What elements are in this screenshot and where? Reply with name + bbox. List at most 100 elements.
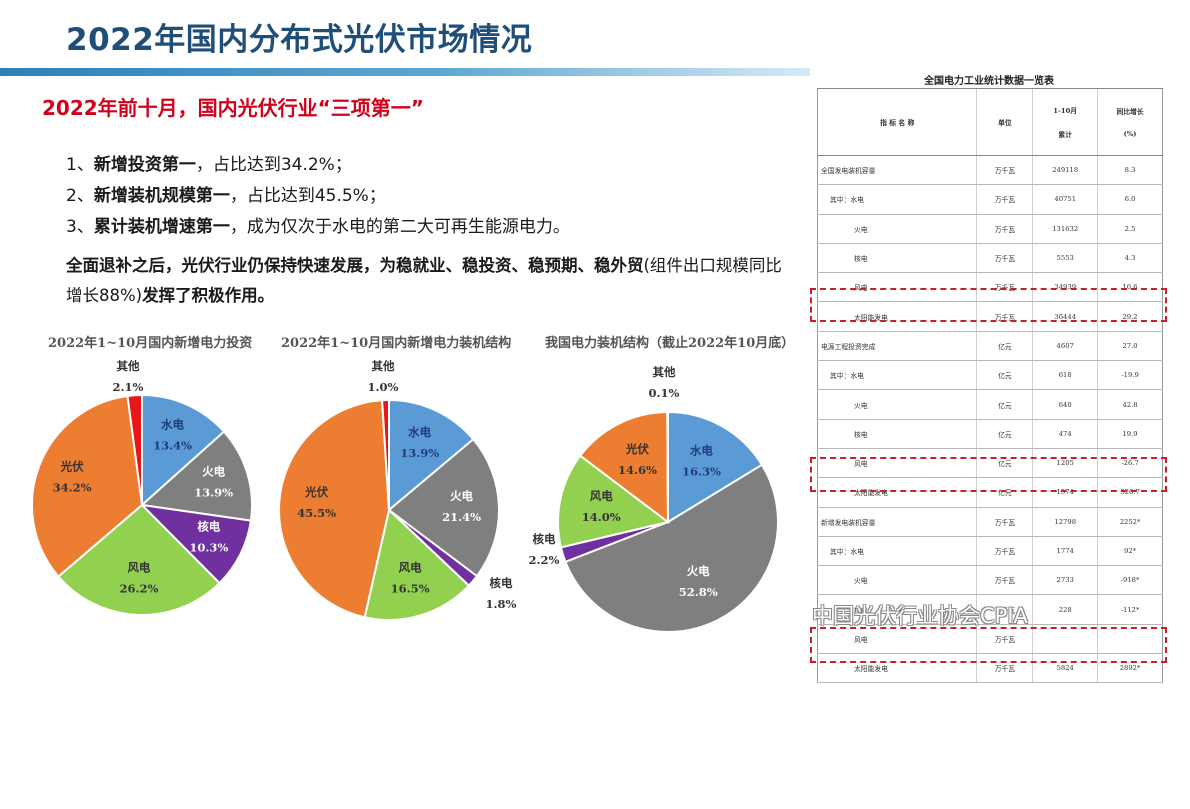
row-name: 新增发电装机容量 (817, 507, 977, 537)
row-name: 风电 (817, 272, 977, 303)
pie-label-nuclear: 核电 (490, 576, 513, 590)
pie-value-wind: 26.2% (119, 582, 158, 596)
row-unit: 万千瓦 (976, 214, 1033, 244)
row-growth: 326.7 (1097, 477, 1163, 508)
table-row: 核电 亿元 474 19.9 (817, 419, 1163, 449)
row-unit: 万千瓦 (976, 594, 1033, 625)
row-growth: 42.8 (1097, 389, 1163, 420)
paragraph-normal: (组件出口规模同比增长88%) (66, 256, 782, 305)
row-value: 40751 (1032, 184, 1098, 215)
pie-value-wind: 16.5% (391, 581, 430, 595)
row-growth: 16.6 (1097, 272, 1163, 303)
row-name: 全国发电装机容量 (817, 155, 977, 186)
row-growth: 6.0 (1097, 184, 1163, 215)
row-growth: 4.3 (1097, 243, 1163, 274)
table-row: 核电 万千瓦 228 -112* (817, 594, 1163, 625)
item-text: ，成为仅次于水电的第二大可再生能源电力。 (229, 217, 570, 237)
item-number: 3、 (66, 217, 94, 237)
pie-label-hydro: 水电 (161, 418, 184, 432)
header-unit: 单位 (976, 88, 1033, 156)
table-row: 电源工程投资完成 亿元 4607 27.0 (817, 331, 1163, 362)
pie-slice-hydro (388, 398, 475, 513)
row-growth: 2.5 (1097, 214, 1163, 244)
row-growth: 29.2 (1097, 301, 1163, 332)
pie-label-solar: 光伏 (625, 442, 649, 456)
paragraph-bold-end: 发挥了积极作用。 (142, 286, 275, 305)
pie-label-solar: 光伏 (304, 485, 328, 499)
row-value: 2733 (1032, 565, 1098, 596)
table-row: 火电 亿元 640 42.8 (817, 389, 1163, 420)
pie-slice-thermal (387, 437, 500, 578)
pie-value-hydro: 13.9% (400, 446, 439, 460)
row-growth: -918* (1097, 565, 1163, 596)
row-value: 1774 (1032, 536, 1098, 567)
table-row: 火电 万千瓦 2733 -918* (817, 565, 1163, 596)
pie-value-thermal: 21.4% (442, 510, 481, 524)
row-value: 1205 (1032, 448, 1098, 479)
row-value: 618 (1032, 360, 1098, 391)
row-value: 12798 (1032, 507, 1098, 537)
chart-title-new-capacity: 2022年1~10月国内新增电力装机结构 (281, 336, 512, 351)
pie-value-nuclear: 10.3% (189, 541, 228, 555)
row-growth: -19.9 (1097, 360, 1163, 391)
row-value (1032, 624, 1098, 655)
statistics-table-panel: 全国电力工业统计数据一览表 指 标 名 称 单位 1-10月 累计 同比增长 (%)… (805, 72, 1173, 697)
item-bold: 新增装机规模第一 (93, 186, 230, 206)
row-value: 640 (1032, 389, 1098, 420)
row-value: 5824 (1032, 653, 1098, 684)
row-growth: 2252* (1097, 507, 1163, 537)
row-name: 风电 (817, 448, 977, 479)
pie-slice-thermal (564, 463, 779, 633)
pie-value-solar: 34.2% (53, 480, 92, 494)
table-row: 太阳能发电 万千瓦 36444 29.2 (817, 301, 1163, 332)
row-unit: 亿元 (976, 331, 1033, 362)
item-number: 1、 (66, 155, 94, 175)
row-name: 核电 (817, 243, 977, 274)
row-value: 34939 (1032, 272, 1098, 303)
row-value: 4607 (1032, 331, 1098, 362)
subtitle: 2022年前十月，国内光伏行业“三项第一” (42, 96, 424, 120)
list-item: 2、新增装机规模第一，占比达到45.5%； (66, 181, 570, 212)
pie-value-other: 0.1% (649, 386, 680, 400)
row-name: 太阳能发电 (817, 301, 977, 332)
page-title: 2022年国内分布式光伏市场情况 (66, 22, 533, 58)
header-value-line1: 1-10月 (1053, 107, 1078, 115)
pie-value-nuclear: 2.2% (529, 553, 560, 567)
table-row: 太阳能发电 万千瓦 5824 2892* (817, 653, 1163, 684)
pie-label-thermal: 火电 (687, 564, 710, 578)
row-unit: 亿元 (976, 419, 1033, 449)
pie-label-wind: 风电 (399, 560, 422, 574)
row-value: 1574 (1032, 477, 1098, 508)
pie-slice-wind (557, 454, 671, 549)
table-row: 火电 万千瓦 131632 2.5 (817, 214, 1163, 244)
row-unit: 万千瓦 (976, 301, 1033, 332)
table-caption: 全国电力工业统计数据一览表 (924, 76, 1054, 87)
pie-slice-wind (57, 503, 221, 616)
pie-label-other: 其他 (653, 365, 676, 379)
item-number: 2、 (66, 186, 94, 206)
row-unit: 万千瓦 (976, 155, 1033, 186)
table-row: 其中：水电 亿元 618 -19.9 (817, 360, 1163, 391)
pie-label-wind: 风电 (127, 561, 150, 575)
row-unit: 万千瓦 (976, 184, 1033, 215)
row-growth: 8.3 (1097, 155, 1163, 186)
row-name: 太阳能发电 (817, 653, 977, 684)
row-value: 36444 (1032, 301, 1098, 332)
pie-value-other: 2.1% (113, 380, 144, 394)
summary-paragraph: 全面退补之后，光伏行业仍保持快速发展，为稳就业、稳投资、稳预期、稳外贸(组件出口… (66, 251, 786, 311)
pie-value-other: 1.0% (368, 380, 399, 394)
pie-slice-other (666, 410, 669, 523)
pie-label-hydro: 水电 (408, 425, 431, 439)
pie-slice-thermal (139, 430, 253, 522)
list-item: 1、新增投资第一，占比达到34.2%； (66, 150, 570, 181)
pie-value-hydro: 13.4% (153, 439, 192, 453)
row-unit: 万千瓦 (976, 272, 1033, 303)
table-row: 核电 万千瓦 5553 4.3 (817, 243, 1163, 274)
table-header-row: 指 标 名 称 单位 1-10月 累计 同比增长 (%) (817, 88, 1163, 156)
row-unit: 万千瓦 (976, 624, 1033, 655)
row-name: 火电 (817, 214, 977, 244)
pie-slice-hydro (667, 410, 764, 524)
